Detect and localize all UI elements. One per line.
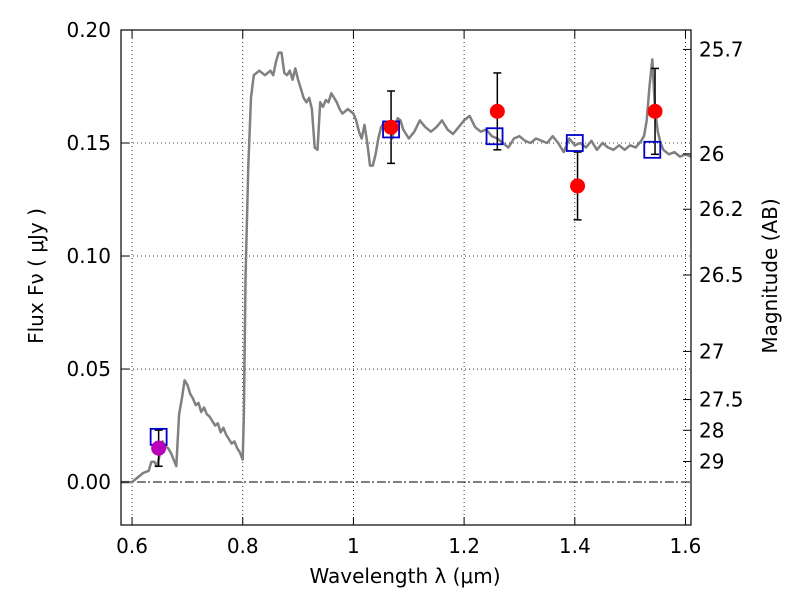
y2-tick-label: 27 — [699, 339, 724, 363]
y2-tick-label: 26.5 — [699, 263, 744, 287]
synthetic-point — [485, 127, 504, 146]
model-spectrum-line — [121, 51, 692, 484]
x-tick-label: 1.6 — [670, 534, 702, 558]
y2-tick-label: 27.5 — [699, 388, 744, 412]
x-tick-label: 1.2 — [448, 534, 480, 558]
y-tick-label: 0.20 — [66, 18, 111, 42]
observed-point — [383, 119, 399, 135]
y2-axis-label: Magnitude (AB) — [758, 198, 782, 353]
y2-tick-label: 26.2 — [699, 197, 744, 221]
y-tick-label: 0.00 — [66, 470, 111, 494]
y-axis-ticks: 0.00 0.05 0.10 0.15 0.20 — [66, 18, 129, 494]
y-axis-label: Flux Fν ( μJy ) — [24, 208, 48, 344]
y2-axis-ticks: 25.7 26 26.2 26.5 27 27.5 28 29 — [683, 37, 744, 473]
synthetic-point — [565, 134, 584, 152]
observed-point — [570, 178, 586, 194]
y2-tick-label: 26 — [699, 142, 724, 166]
y2-tick-label: 28 — [699, 418, 724, 442]
plot-frame — [120, 29, 692, 526]
x-axis-ticks: 0.6 0.8 1 1.2 1.4 1.6 — [116, 30, 701, 558]
y2-tick-label: 25.7 — [699, 37, 744, 61]
synthetic-point — [643, 140, 662, 159]
y-tick-label: 0.05 — [66, 357, 111, 381]
observed-point — [489, 103, 505, 119]
y2-tick-label: 29 — [699, 449, 724, 473]
x-tick-label: 0.8 — [227, 534, 259, 558]
observed-photometry-points — [151, 103, 663, 456]
y-tick-label: 0.10 — [66, 244, 111, 268]
y-tick-label: 0.15 — [66, 131, 111, 155]
x-axis-label: Wavelength λ (μm) — [309, 564, 500, 588]
observed-point — [647, 103, 663, 119]
x-tick-label: 1.4 — [559, 534, 591, 558]
x-tick-label: 0.6 — [116, 534, 148, 558]
observed-point — [151, 440, 167, 456]
x-tick-label: 1 — [347, 534, 360, 558]
